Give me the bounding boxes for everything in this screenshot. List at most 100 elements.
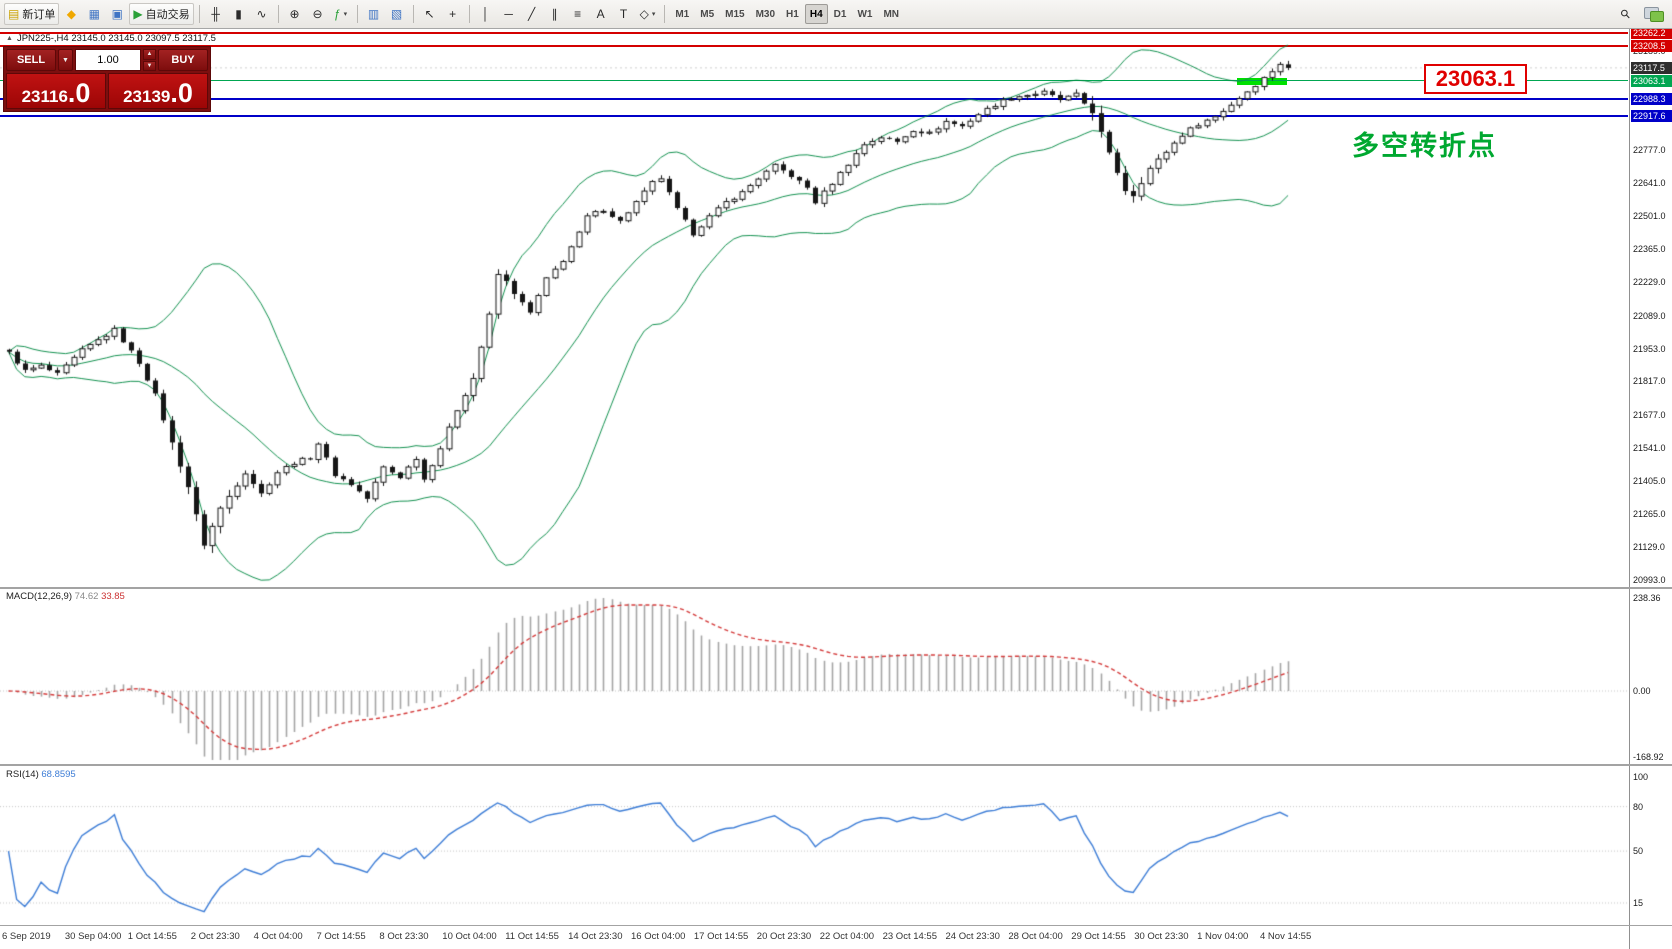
sell-button[interactable]: SELL [6,49,56,71]
toolbar-separator [277,5,279,23]
macd-scale-label: 238.36 [1633,593,1661,603]
autotrading-button[interactable]: ▶ 自动交易 [129,3,194,25]
market-watch-button[interactable]: ▦ [83,3,105,25]
volume-input[interactable] [75,49,141,71]
chat-button[interactable] [1638,3,1668,25]
note-text-object[interactable]: 多空转折点 [1352,131,1497,161]
price-scale-label: 22917.6 [1631,110,1672,123]
search-button[interactable]: ⚲ [1614,3,1636,25]
buy-button[interactable]: BUY [158,49,208,71]
sell-price-button[interactable]: 23116 .0 [6,73,106,109]
shapes-icon: ◇ [639,7,649,21]
label-button[interactable]: T [613,3,635,25]
trendline-button[interactable]: ╱ [521,3,543,25]
crosshair-button[interactable]: + [442,3,464,25]
symbol-ohlc-header: ▲ JPN225-,H4 23145.0 23145.0 23097.5 231… [6,33,216,44]
rsi-value: 68.8595 [41,769,76,780]
buy-price-button[interactable]: 23139 .0 [108,73,208,109]
price-scale-label: 23262.2 [1631,27,1672,39]
price-scale[interactable]: 23189.022777.022641.022501.022365.022229… [1629,27,1672,949]
macd-scale-label: -168.92 [1633,751,1664,762]
timeframe-m5-button[interactable]: M5 [695,4,719,24]
timeframe-mn-button[interactable]: MN [878,4,904,24]
time-axis-label: 10 Oct 04:00 [442,931,497,942]
bar-chart-button[interactable]: ╫ [205,3,227,25]
time-axis-label: 1 Nov 04:00 [1197,931,1249,942]
time-axis-label: 29 Oct 14:55 [1071,931,1126,942]
volume-down-button[interactable]: ▼ [143,60,156,71]
time-axis-label: 30 Sep 04:00 [64,931,122,942]
sell-price-main: 23116 [21,87,68,106]
macd-value-main: 74.62 [74,591,99,602]
time-axis-label: 4 Nov 14:55 [1260,931,1312,942]
text-button[interactable]: A [590,3,612,25]
price-scale-label: 22777.0 [1633,144,1666,155]
time-axis-label: 7 Oct 14:55 [316,931,366,942]
tile-windows-button[interactable]: ▥ [363,3,385,25]
price-scale-label: 23208.5 [1631,39,1672,52]
timeframe-m1-button[interactable]: M1 [670,4,694,24]
price-scale-label: 21677.0 [1633,410,1666,421]
volume-up-button[interactable]: ▲ [143,49,156,60]
toolbar-right-group: ⚲ [1614,3,1668,25]
time-axis[interactable]: 6 Sep 2019 30 Sep 04:00 1 Oct 14:55 2 Oct 2… [0,926,1628,949]
macd-indicator-label: MACD(12,26,9) 74.62 33.85 [6,591,125,602]
timeframe-m30-button[interactable]: M30 [751,4,780,24]
time-axis-label: 28 Oct 04:00 [1008,931,1063,942]
search-icon: ⚲ [1616,5,1634,23]
price-callout-object[interactable]: 23063.1 [1424,64,1527,94]
indicators-button[interactable]: ƒ ▾ [330,3,352,25]
volume-stepper: ▲ ▼ [143,49,156,71]
time-axis-label: 1 Oct 14:55 [127,931,177,942]
text-icon: A [596,7,605,21]
toolbar-separator [468,5,470,23]
zoom-in-button[interactable]: ⊕ [284,3,306,25]
fibonacci-button[interactable]: ≡ [567,3,589,25]
rsi-scale-label: 100 [1633,772,1649,782]
time-axis-label: 16 Oct 04:00 [631,931,686,942]
sell-price-pips: .0 [67,78,91,109]
cursor-button[interactable]: ↖ [419,3,441,25]
vertical-line-button[interactable]: │ [475,3,497,25]
one-click-toggle-icon[interactable]: ▲ [6,35,13,42]
shapes-button[interactable]: ◇ ▾ [636,3,660,25]
autotrading-play-icon: ▶ [133,7,143,21]
cascade-windows-button[interactable]: ▧ [386,3,408,25]
timeframe-h4-button[interactable]: H4 [804,4,828,24]
cascade-windows-icon: ▧ [390,7,403,21]
timeframe-m15-button[interactable]: M15 [720,4,749,24]
candlestick-chart-button[interactable]: ▮ [228,3,250,25]
data-window-icon: ▣ [111,7,124,21]
mql5-community-button[interactable]: ◆ [60,3,82,25]
tile-windows-icon: ▥ [367,7,380,21]
channel-button[interactable]: ∥ [544,3,566,25]
one-click-trading-panel: SELL ▼ ▲ ▼ BUY 23116 .0 23139 .0 [3,46,211,112]
price-scale-label: 23063.1 [1631,74,1672,87]
panel-splitter-timeaxis[interactable] [0,925,1672,926]
horizontal-line-icon: ─ [504,7,513,21]
horizontal-line-button[interactable]: ─ [498,3,520,25]
price-scale-label: 21265.0 [1633,509,1666,520]
mql5-icon: ◆ [66,7,76,21]
toolbar-separator [356,5,358,23]
timeframe-w1-button[interactable]: W1 [852,4,877,24]
zoom-out-button[interactable]: ⊖ [307,3,329,25]
panel-splitter-macd[interactable] [0,587,1672,589]
price-scale-label: 22641.0 [1633,177,1666,188]
fibonacci-icon: ≡ [574,7,582,21]
panel-splitter-rsi[interactable] [0,764,1672,766]
line-chart-button[interactable]: ∿ [251,3,273,25]
symbol-ohlc-text: JPN225-,H4 23145.0 23145.0 23097.5 23117… [16,33,216,44]
price-scale-label: 22089.0 [1633,310,1666,321]
data-window-button[interactable]: ▣ [106,3,128,25]
timeframe-d1-button[interactable]: D1 [829,4,852,24]
macd-name: MACD(12,26,9) [6,591,72,602]
new-order-button[interactable]: ▤ 新订单 [4,3,60,25]
volume-dropdown-button[interactable]: ▼ [58,49,73,71]
new-order-button-label: 新订单 [22,9,56,21]
timeframe-h1-button[interactable]: H1 [781,4,804,24]
line-chart-icon: ∿ [256,7,267,21]
autotrading-button-label: 自动交易 [145,9,190,21]
